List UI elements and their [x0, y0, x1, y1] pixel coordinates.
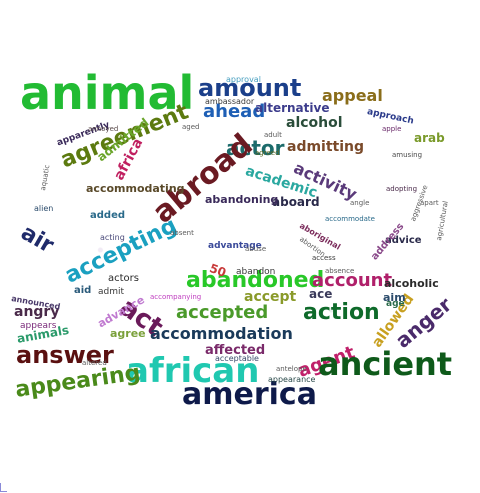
- word: african: [126, 351, 260, 391]
- word: adult: [264, 131, 282, 139]
- word: appeal: [322, 86, 383, 105]
- word: alcohol: [286, 115, 343, 131]
- word: amusing: [392, 151, 423, 159]
- word: aboard: [272, 195, 320, 209]
- word: abandoning: [205, 193, 279, 206]
- word: absent: [170, 229, 194, 237]
- word: apple: [382, 125, 402, 133]
- word: advantage: [208, 241, 262, 251]
- word: animal: [20, 66, 195, 120]
- word: abuse: [245, 245, 267, 253]
- word: appearance: [268, 375, 316, 384]
- word: actors: [108, 273, 139, 284]
- word: aged: [182, 123, 200, 131]
- word: aid: [74, 285, 92, 296]
- word: alcoholic: [384, 277, 439, 290]
- word: aim: [383, 291, 406, 304]
- word: advice: [385, 235, 422, 246]
- word: america: [182, 377, 317, 412]
- word: alien: [34, 204, 54, 213]
- word: admitting: [287, 139, 365, 155]
- word: arab: [414, 131, 445, 145]
- word: accepted: [176, 302, 269, 323]
- word: altered: [82, 359, 107, 367]
- word: affected: [205, 343, 266, 358]
- word: aquatic: [39, 164, 52, 192]
- word: air: [16, 220, 58, 259]
- word: approval: [226, 75, 261, 84]
- word: absence: [325, 267, 355, 275]
- word: antelope: [276, 365, 307, 373]
- word: appears: [20, 321, 57, 331]
- word: agreed: [255, 149, 280, 157]
- word: accommodate: [325, 215, 375, 223]
- word: abandon: [236, 267, 276, 277]
- corner-marker: [0, 483, 7, 492]
- word: actor: [226, 136, 285, 160]
- word: agree: [110, 327, 146, 340]
- word: alternative: [255, 101, 330, 115]
- word: action: [303, 300, 380, 325]
- word: apart: [420, 199, 439, 207]
- word: acting: [100, 233, 125, 242]
- word: age: [386, 299, 405, 309]
- word: abandoned: [186, 268, 325, 293]
- word: adopting: [386, 185, 418, 193]
- word: amount: [198, 74, 302, 102]
- word: answer: [16, 341, 114, 369]
- word: accept: [244, 289, 297, 305]
- word: annoyed: [88, 125, 119, 133]
- word: accommodating: [86, 182, 185, 195]
- word: accommodation: [150, 324, 293, 343]
- word: ancient: [318, 345, 453, 383]
- word: access: [312, 254, 336, 262]
- word: ace: [309, 287, 333, 301]
- word: ambassador: [205, 97, 255, 106]
- word: approach: [366, 107, 415, 127]
- word: account: [312, 270, 393, 291]
- word: accompanying: [150, 293, 202, 301]
- word: angle: [350, 199, 370, 207]
- word: abroad: [146, 127, 260, 231]
- word: admit: [98, 287, 125, 297]
- word: acceptable: [215, 354, 259, 363]
- word: added: [90, 210, 126, 221]
- word: angry: [14, 304, 60, 320]
- word: ahead: [203, 101, 266, 122]
